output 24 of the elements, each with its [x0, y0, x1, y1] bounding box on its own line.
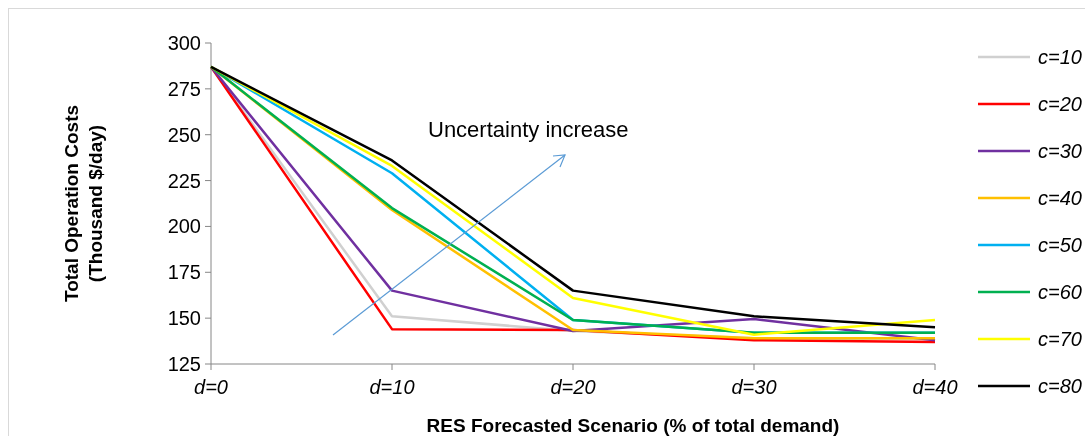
legend-label: c=20: [1038, 93, 1082, 115]
legend-label: c=40: [1038, 187, 1082, 209]
x-tick-label: d=0: [194, 376, 228, 398]
y-axis-title: Total Operation Costs (Thousand $/day): [61, 104, 106, 303]
y-tick-label: 250: [167, 123, 201, 146]
x-tick-label: d=20: [550, 376, 596, 398]
legend-label: c=70: [1038, 328, 1082, 350]
x-axis-title: RES Forecasted Scenario (% of total demand): [426, 415, 840, 436]
y-tick-label: 200: [167, 215, 201, 238]
annotation: Uncertainty increase: [428, 117, 629, 142]
y-tick-label: 300: [167, 32, 201, 54]
x-tick-label: d=40: [912, 376, 958, 398]
y-tick-label: 175: [167, 261, 201, 284]
legend-label: c=30: [1038, 140, 1082, 162]
x-tick-label: d=10: [369, 376, 415, 398]
legend-label: c=50: [1038, 234, 1082, 256]
y-tick-label: 125: [167, 353, 201, 375]
y-tick-label: 225: [167, 169, 201, 192]
y-tick-label: 150: [167, 307, 201, 330]
legend-label: c=60: [1038, 281, 1082, 303]
legend-label: c=10: [1038, 46, 1082, 68]
y-tick-label: 275: [167, 77, 201, 100]
legend-label: c=80: [1038, 375, 1082, 397]
x-tick-label: d=30: [731, 376, 777, 398]
